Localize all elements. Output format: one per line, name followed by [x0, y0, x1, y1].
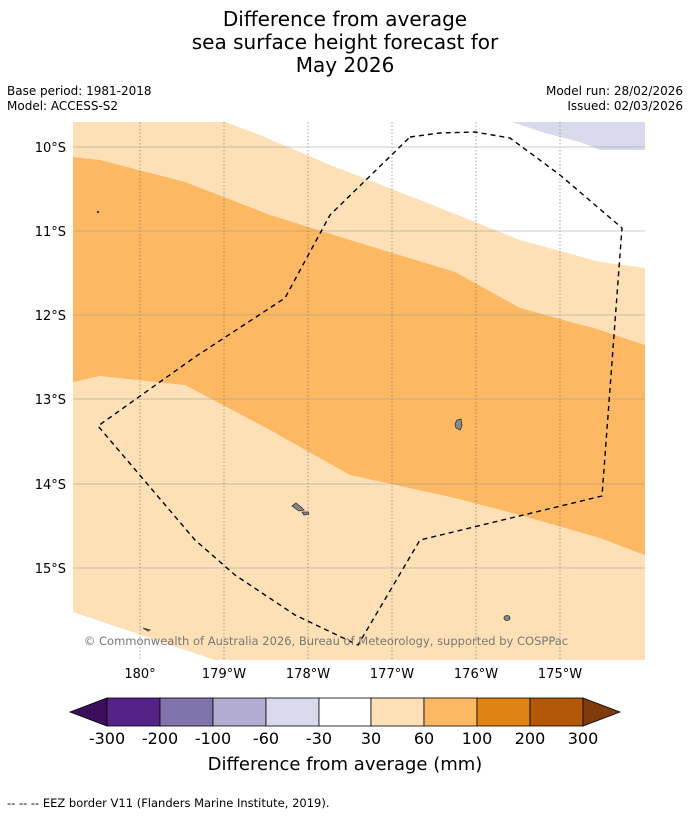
- parallel-grid: [73, 146, 645, 569]
- colorbar-tick: 30: [361, 729, 381, 748]
- island-alofi: [301, 511, 310, 516]
- copyright-text: © Commonwealth of Australia 2026, Bureau…: [84, 634, 568, 648]
- colorbar-bin-1: [106, 697, 161, 727]
- colorbar-below-min: [68, 697, 108, 727]
- model-name: Model: ACCESS-S2: [7, 99, 119, 113]
- lon-label-177w: 177°W: [370, 667, 414, 682]
- meta-right: Model run: 28/02/2026 Issued: 02/03/2026: [546, 84, 683, 114]
- islands: [96, 210, 511, 632]
- band-minus30-minus60: [512, 122, 645, 150]
- title-line-2: sea surface height forecast for: [191, 30, 499, 54]
- colorbar-tick: -30: [306, 729, 332, 748]
- island-niuafoou: [503, 615, 511, 621]
- colorbar-tick: 60: [414, 729, 434, 748]
- islet-west: [96, 210, 100, 214]
- title-line-1: Difference from average: [222, 7, 468, 31]
- colorbar-tick: -300: [89, 729, 125, 748]
- colorbar-tick: 300: [568, 729, 599, 748]
- chart-title: Difference from average sea surface heig…: [0, 8, 690, 77]
- colorbar-label: Difference from average (mm): [208, 754, 483, 775]
- lat-label-13s: 13°S: [35, 393, 66, 408]
- colorbar-tick: -100: [195, 729, 231, 748]
- colorbar-bin-5: [318, 697, 372, 727]
- island-futuna: [291, 502, 305, 512]
- lat-label-10s: 10°S: [35, 141, 66, 156]
- colorbar-bin-9: [529, 697, 584, 727]
- colorbar-bin-7: [423, 697, 478, 727]
- band-60-100: [73, 157, 645, 555]
- colorbar-tick: 200: [515, 729, 546, 748]
- colorbar-bin-4: [265, 697, 320, 727]
- colorbar-tick: -60: [253, 729, 279, 748]
- base-period: Base period: 1981-2018: [7, 84, 152, 98]
- lon-label-179w: 179°W: [202, 667, 246, 682]
- lon-label-175w: 175°W: [538, 667, 582, 682]
- islet-south: [142, 627, 152, 632]
- lon-label-176w: 176°W: [454, 667, 498, 682]
- map-area: © Commonwealth of Australia 2026, Bureau…: [73, 122, 645, 660]
- colorbar-bin-6: [370, 697, 425, 727]
- colorbar-bin-8: [476, 697, 531, 727]
- lat-label-11s: 11°S: [35, 225, 66, 240]
- meridian-grid: [139, 122, 561, 660]
- issued-date: Issued: 02/03/2026: [567, 99, 683, 113]
- lat-labels: 10°S 11°S 12°S 13°S 14°S 15°S: [35, 141, 66, 577]
- colorbar-above-max: [582, 697, 622, 727]
- lon-label-180: 180°: [124, 667, 155, 682]
- title-line-3: May 2026: [295, 53, 395, 77]
- meta-left: Base period: 1981-2018 Model: ACCESS-S2: [7, 84, 152, 114]
- band-neutral-south: [73, 612, 215, 660]
- lat-label-14s: 14°S: [35, 478, 66, 493]
- colorbar-tick: 100: [462, 729, 493, 748]
- model-run: Model run: 28/02/2026: [545, 84, 683, 98]
- colorbar-bin-3: [212, 697, 267, 727]
- lat-label-12s: 12°S: [35, 309, 66, 324]
- colorbar-tick: -200: [142, 729, 178, 748]
- colorbar-ticks: -300 -200 -100 -60 -30 30 60 100 200 300: [89, 729, 598, 748]
- eez-footnote: -- -- -- EEZ border V11 (Flanders Marine…: [7, 796, 330, 810]
- colorbar-bin-2: [159, 697, 214, 727]
- lon-label-178w: 178°W: [286, 667, 330, 682]
- lon-labels: 180° 179°W 178°W 177°W 176°W 175°W: [124, 667, 582, 682]
- eez-border: [96, 131, 623, 646]
- colorbar: [68, 697, 622, 727]
- island-uvea: [454, 418, 463, 431]
- lat-label-15s: 15°S: [35, 562, 66, 577]
- band-neutral-north: [225, 122, 645, 268]
